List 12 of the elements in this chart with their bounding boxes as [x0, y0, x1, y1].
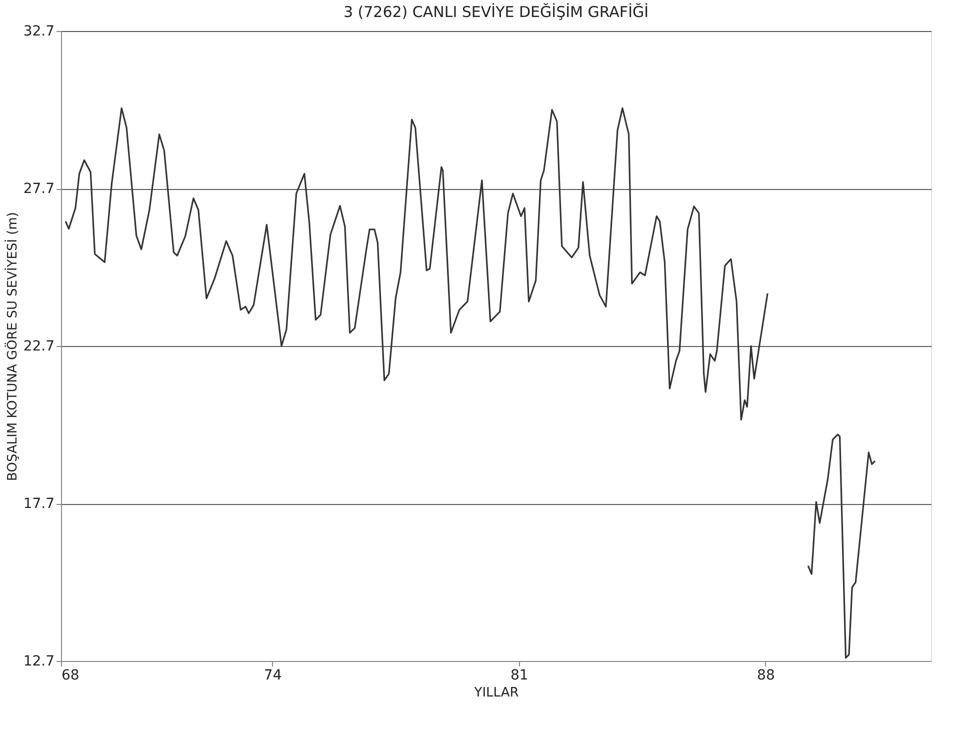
y-axis-title: BOŞALIM KOTUNA GÖRE SU SEVİYESİ (m)	[4, 212, 20, 481]
chart-title: 3 (7262) CANLI SEVİYE DEĞİŞİM GRAFİĞİ	[343, 3, 649, 21]
y-tick-label: 27.7	[23, 181, 54, 197]
x-tick-label: 74	[264, 668, 282, 684]
x-tick-label: 88	[757, 668, 775, 684]
y-tick-label: 17.7	[23, 496, 54, 512]
y-tick-label: 12.7	[23, 654, 54, 670]
x-tick-label: 81	[510, 668, 528, 684]
y-tick-label: 22.7	[23, 338, 54, 354]
x-axis-title: YILLAR	[473, 686, 519, 700]
x-tick-label: 68	[62, 668, 80, 684]
y-tick-label: 32.7	[23, 24, 54, 40]
